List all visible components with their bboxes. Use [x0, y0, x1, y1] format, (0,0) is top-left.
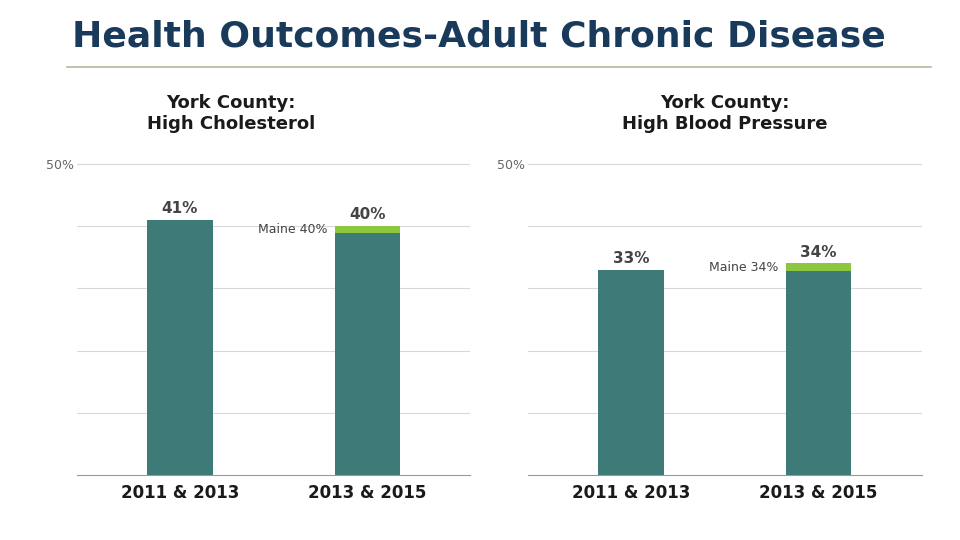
Text: 32: 32 — [911, 522, 926, 535]
Text: York County:
High Cholesterol: York County: High Cholesterol — [147, 94, 315, 133]
Bar — [334, 226, 400, 233]
Text: 34%: 34% — [801, 245, 837, 260]
Bar — [785, 264, 852, 475]
Text: 41%: 41% — [161, 201, 198, 216]
Text: 40%: 40% — [349, 207, 386, 222]
Bar — [785, 264, 852, 271]
Text: Maine 34%: Maine 34% — [708, 261, 779, 274]
Text: York County:
High Blood Pressure: York County: High Blood Pressure — [622, 94, 828, 133]
Bar — [334, 226, 400, 475]
Bar — [598, 269, 664, 475]
Bar — [147, 220, 213, 475]
Text: Health Outcomes-Adult Chronic Disease: Health Outcomes-Adult Chronic Disease — [72, 19, 886, 53]
Text: 33%: 33% — [612, 251, 649, 266]
Text: Maine 40%: Maine 40% — [257, 223, 327, 236]
